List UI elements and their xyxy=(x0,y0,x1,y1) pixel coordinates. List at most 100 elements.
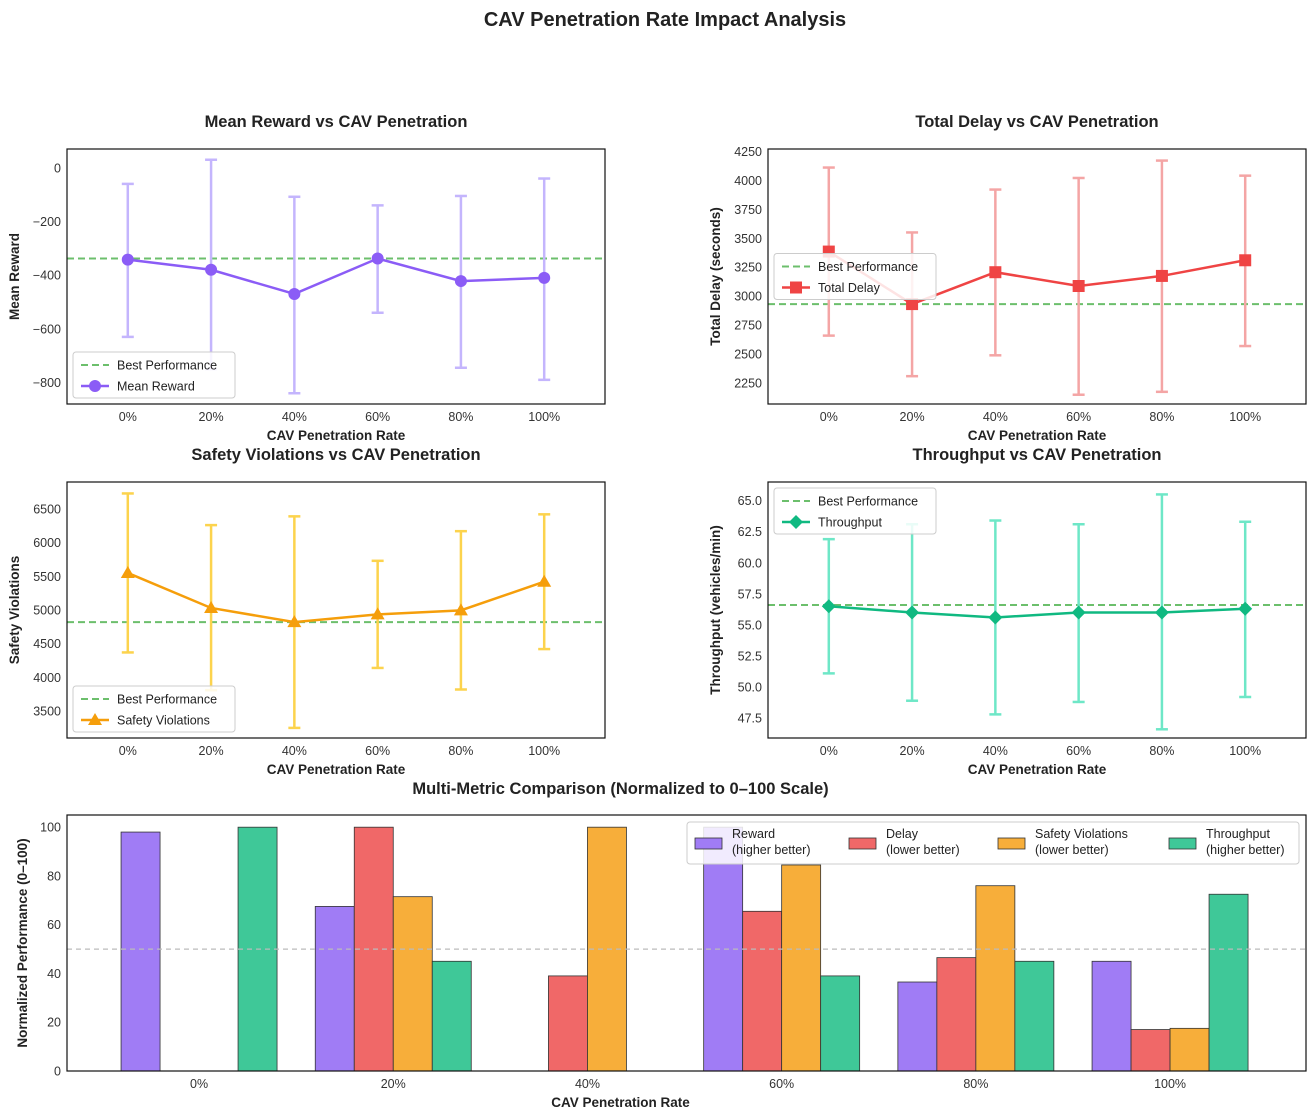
legend-box xyxy=(686,821,1300,865)
data-point xyxy=(1154,605,1169,620)
legend-label-best: Best Performance xyxy=(117,693,217,707)
legend-label-series: Throughput xyxy=(818,516,882,530)
x-tick-label: 80% xyxy=(963,1077,988,1091)
legend-label: (higher better) xyxy=(1206,843,1285,857)
data-point xyxy=(288,287,301,300)
bar xyxy=(548,975,588,1072)
x-tick-label: 40% xyxy=(575,1077,600,1091)
x-tick-label: 60% xyxy=(1066,410,1091,424)
data-point xyxy=(453,603,468,616)
y-tick-label: 40 xyxy=(47,967,61,981)
legend-marker xyxy=(789,515,803,529)
legend: Best Performance Mean Reward xyxy=(72,351,236,399)
bar xyxy=(1169,1027,1210,1072)
y-axis-label: Total Delay (seconds) xyxy=(708,207,723,346)
x-tick-label: 60% xyxy=(365,410,390,424)
data-point xyxy=(287,615,302,628)
y-tick-label: 62.5 xyxy=(738,525,762,539)
y-tick-label: −400 xyxy=(33,269,61,283)
legend-box xyxy=(72,685,236,733)
x-tick-label: 20% xyxy=(900,410,925,424)
x-tick-label: 80% xyxy=(1149,744,1174,758)
data-point xyxy=(821,599,836,614)
x-tick-label: 0% xyxy=(820,744,838,758)
y-tick-label: 6000 xyxy=(33,536,61,550)
data-point xyxy=(988,610,1003,625)
data-point xyxy=(1072,280,1085,293)
x-axis-label: CAV Penetration Rate xyxy=(968,762,1107,777)
series-line xyxy=(127,257,545,296)
y-tick-label: 0 xyxy=(54,161,61,175)
legend: Best Performance Throughput xyxy=(773,487,937,535)
legend-label-series: Total Delay xyxy=(818,281,881,295)
bar xyxy=(431,960,472,1072)
y-tick-label: 3000 xyxy=(734,290,762,304)
legend-label-best: Best Performance xyxy=(818,260,918,274)
bar xyxy=(975,885,1016,1072)
plot-frame xyxy=(767,481,1307,739)
x-tick-label: 80% xyxy=(448,744,473,758)
y-axis-label: Normalized Performance (0–100) xyxy=(15,838,30,1047)
y-tick-label: 55.0 xyxy=(738,618,762,632)
bar xyxy=(1208,893,1249,1072)
plot-frame xyxy=(66,814,1307,1072)
y-tick-label: 4000 xyxy=(734,174,762,188)
legend-box xyxy=(773,487,937,535)
y-tick-label: 3750 xyxy=(734,203,762,217)
y-axis-label: Mean Reward xyxy=(7,233,22,320)
x-tick-label: 20% xyxy=(900,744,925,758)
legend-label: Safety Violations xyxy=(1035,827,1128,841)
bar xyxy=(742,910,783,1072)
bar xyxy=(936,957,977,1072)
x-tick-label: 20% xyxy=(381,1077,406,1091)
bar xyxy=(314,906,355,1072)
x-tick-label: 20% xyxy=(199,410,224,424)
legend-label: (lower better) xyxy=(1035,843,1109,857)
x-tick-label: 20% xyxy=(199,744,224,758)
legend-label: Throughput xyxy=(1206,827,1270,841)
chart-panels: Mean Reward vs CAV Penetration CAV Penetr… xyxy=(7,113,1307,1110)
data-point xyxy=(905,605,920,620)
x-tick-label: 0% xyxy=(119,744,137,758)
bar xyxy=(1091,960,1132,1072)
y-tick-label: 4500 xyxy=(33,637,61,651)
y-tick-label: 3500 xyxy=(734,232,762,246)
chart-title: Mean Reward vs CAV Penetration xyxy=(205,113,468,131)
data-point xyxy=(371,252,384,265)
x-tick-label: 60% xyxy=(1066,744,1091,758)
x-axis-label: CAV Penetration Rate xyxy=(267,428,406,443)
y-tick-label: 60 xyxy=(47,918,61,932)
legend-box xyxy=(72,351,236,399)
legend-label-series: Mean Reward xyxy=(117,380,195,394)
data-point xyxy=(1238,601,1253,616)
x-tick-label: 80% xyxy=(1149,410,1174,424)
series-line xyxy=(127,571,545,624)
legend-marker xyxy=(790,281,802,294)
legend-box xyxy=(773,253,937,300)
data-point xyxy=(121,253,134,266)
y-tick-label: −200 xyxy=(33,215,61,229)
line-chart-throughput: Throughput vs CAV Penetration CAV Penetra… xyxy=(708,446,1307,777)
y-tick-label: 5500 xyxy=(33,570,61,584)
chart-title: Total Delay vs CAV Penetration xyxy=(915,113,1158,131)
y-tick-label: 60.0 xyxy=(738,556,762,570)
y-tick-label: 65.0 xyxy=(738,494,762,508)
plot-frame xyxy=(66,148,606,405)
data-point xyxy=(1155,269,1168,282)
legend: Best Performance Total Delay xyxy=(773,253,937,300)
bar xyxy=(781,864,822,1072)
legend-label: (higher better) xyxy=(732,843,811,857)
y-tick-label: 47.5 xyxy=(738,712,762,726)
bar xyxy=(392,896,433,1072)
legend-swatch xyxy=(1168,837,1197,850)
x-tick-label: 100% xyxy=(528,410,560,424)
legend-swatch xyxy=(997,837,1026,850)
x-tick-label: 80% xyxy=(448,410,473,424)
data-point xyxy=(454,275,467,288)
legend-marker xyxy=(89,380,101,392)
y-axis-label: Safety Violations xyxy=(7,556,22,665)
data-point xyxy=(989,266,1002,279)
x-axis-label: CAV Penetration Rate xyxy=(267,762,406,777)
y-tick-label: 6500 xyxy=(33,502,61,516)
series-line xyxy=(828,605,1246,619)
